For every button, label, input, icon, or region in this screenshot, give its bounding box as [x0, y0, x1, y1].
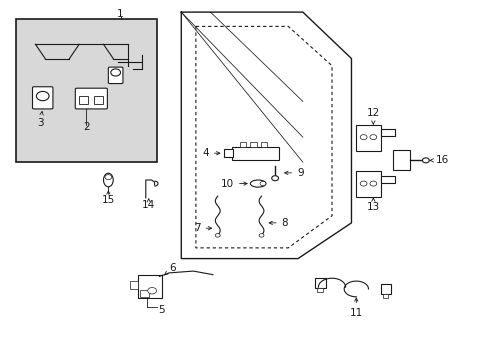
Bar [261, 143, 267, 147]
Bar [94, 96, 103, 104]
Bar [380, 129, 394, 136]
Bar [382, 294, 387, 298]
Text: 12: 12 [366, 108, 379, 124]
Text: 10: 10 [221, 179, 246, 189]
Bar [16, 19, 157, 162]
Text: 1: 1 [117, 9, 123, 19]
Circle shape [259, 234, 264, 237]
Ellipse shape [250, 180, 265, 187]
Circle shape [36, 91, 49, 101]
Text: 14: 14 [142, 200, 155, 210]
Text: 3: 3 [37, 112, 43, 128]
Bar [223, 149, 233, 157]
Circle shape [260, 181, 265, 186]
Bar [380, 284, 390, 294]
Ellipse shape [103, 173, 113, 187]
FancyBboxPatch shape [32, 87, 53, 109]
Circle shape [369, 181, 376, 186]
Bar [314, 278, 325, 288]
Text: 4: 4 [202, 148, 220, 158]
Bar [137, 275, 162, 298]
Text: 7: 7 [194, 223, 211, 233]
Text: 9: 9 [284, 168, 303, 178]
Text: 16: 16 [429, 156, 448, 165]
Bar [239, 143, 245, 147]
Bar [356, 171, 380, 197]
Bar [392, 150, 409, 170]
FancyBboxPatch shape [108, 67, 122, 84]
Bar [356, 125, 380, 151]
Text: 5: 5 [158, 305, 165, 315]
Text: 8: 8 [268, 218, 287, 228]
Circle shape [147, 288, 156, 294]
Circle shape [105, 175, 112, 180]
Circle shape [369, 135, 376, 140]
Bar [79, 96, 88, 104]
Text: 6: 6 [164, 262, 176, 275]
Circle shape [360, 135, 366, 140]
Text: 13: 13 [366, 198, 379, 212]
Bar [232, 147, 278, 159]
Circle shape [271, 176, 278, 181]
Text: 11: 11 [349, 298, 362, 318]
Circle shape [360, 181, 366, 186]
Circle shape [111, 69, 120, 76]
Circle shape [422, 158, 428, 163]
FancyBboxPatch shape [75, 88, 107, 109]
Bar [140, 290, 148, 297]
Bar [130, 281, 138, 289]
Bar [380, 176, 394, 183]
Circle shape [215, 234, 220, 237]
Text: 15: 15 [102, 195, 115, 204]
Bar [250, 143, 256, 147]
Text: 2: 2 [83, 122, 90, 132]
Bar [317, 288, 323, 292]
